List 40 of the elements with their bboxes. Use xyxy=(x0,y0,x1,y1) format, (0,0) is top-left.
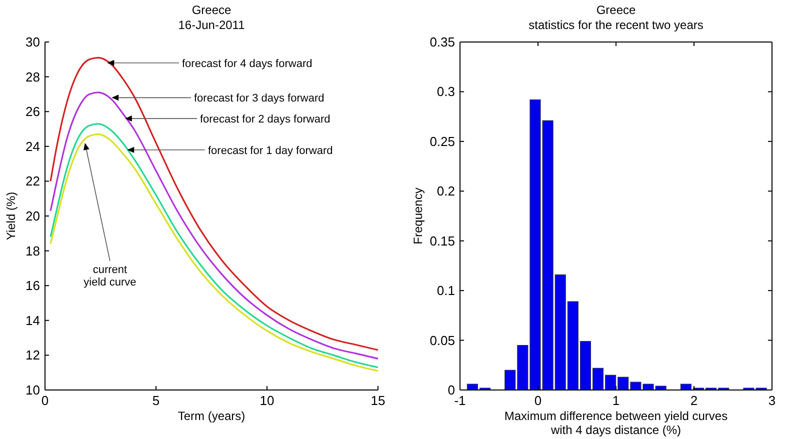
y-tick-label: 16 xyxy=(26,278,40,294)
x-tick-label: 15 xyxy=(370,393,386,408)
x-axis-title: Term (years) xyxy=(178,409,246,423)
y-tick-label: 0.15 xyxy=(430,233,455,248)
y-tick-label: 30 xyxy=(26,34,40,50)
y-tick-label: 0.1 xyxy=(436,283,455,298)
y-tick-label: 28 xyxy=(26,69,40,84)
y-tick-label: 0 xyxy=(448,382,455,398)
chart-subtitle: 16-Jun-2011 xyxy=(178,18,246,32)
y-tick-label: 0.3 xyxy=(436,84,455,100)
x-tick-label: 2 xyxy=(690,393,698,408)
y-tick-label: 20 xyxy=(26,208,40,224)
chart-title: Greece xyxy=(192,3,232,17)
annotation: forecast for 1 day forward xyxy=(208,144,333,157)
y-tick-label: 0.05 xyxy=(430,332,455,348)
y-tick-label: 26 xyxy=(26,104,40,120)
x-tick-label: 0 xyxy=(534,393,542,408)
y-tick-label: 10 xyxy=(26,382,40,398)
y-tick-label: 18 xyxy=(26,243,40,258)
y-tick-label: 0.35 xyxy=(430,34,455,50)
x-tick-label: 3 xyxy=(768,393,776,408)
chart-subtitle: statistics for the recent two years xyxy=(528,18,704,32)
y-tick-label: 12 xyxy=(26,348,40,363)
annotation: current yield curve xyxy=(84,264,136,289)
annotation: forecast for 4 days forward xyxy=(182,58,312,70)
annotation: forecast for 3 days forward xyxy=(194,92,324,105)
y-axis-title: Frequency xyxy=(411,188,425,244)
y-tick-label: 14 xyxy=(26,312,40,328)
y-tick-label: 0.25 xyxy=(430,134,455,149)
x-tick-label: 1 xyxy=(612,393,620,408)
y-tick-label: 24 xyxy=(26,138,40,154)
x-tick-label: -1 xyxy=(454,393,466,408)
y-tick-label: 0.2 xyxy=(436,184,455,199)
chart-title: Greece xyxy=(596,3,636,17)
x-axis-title: Maximum difference between yield curves with 4 days distance (%) xyxy=(504,409,728,437)
x-tick-label: 10 xyxy=(260,393,274,408)
annotation: forecast for 2 days forward xyxy=(200,114,330,126)
x-tick-label: 5 xyxy=(152,393,160,408)
y-axis-title: Yield (%) xyxy=(4,192,18,240)
y-tick-label: 22 xyxy=(26,174,40,189)
